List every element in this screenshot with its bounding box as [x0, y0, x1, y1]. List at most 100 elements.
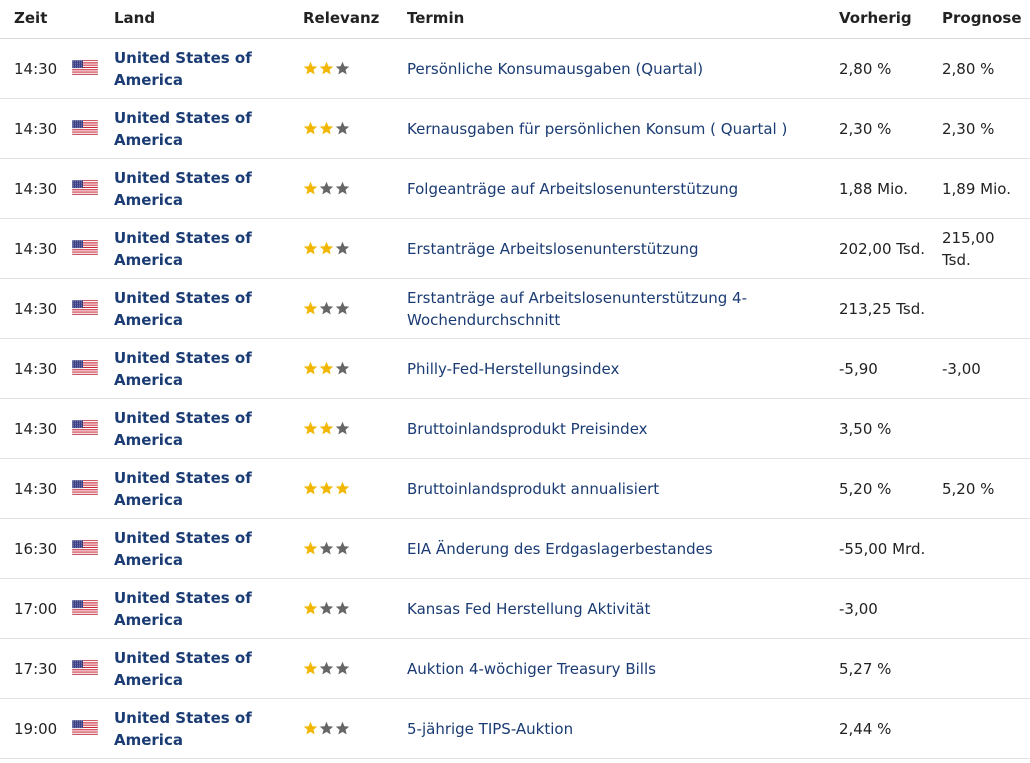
- previous-value: 202,00 Tsd.: [839, 239, 926, 258]
- event-link[interactable]: Erstanträge Arbeitslosenunterstützung: [407, 239, 699, 258]
- star-filled-icon: [319, 241, 334, 254]
- column-header-relevance[interactable]: Relevanz: [303, 9, 380, 27]
- country-link[interactable]: United States of America: [114, 168, 252, 209]
- star-filled-icon: [335, 481, 350, 494]
- event-link[interactable]: 5-jährige TIPS-Auktion: [407, 719, 574, 738]
- previous-value: -55,00 Mrd.: [839, 539, 926, 558]
- event-link[interactable]: Folgeanträge auf Arbeitslosenunterstützu…: [407, 179, 739, 198]
- star-empty-icon: [319, 601, 334, 614]
- table-row: 14:30 United States of America Erstanträge…: [0, 219, 1030, 279]
- previous-value: 1,88 Mio.: [839, 179, 908, 198]
- table-row: 17:00 United States of America Kansas Fed …: [0, 579, 1030, 639]
- relevance-rating: [303, 301, 350, 317]
- us-flag-icon: [72, 240, 98, 255]
- star-filled-icon: [319, 481, 334, 494]
- relevance-rating: [303, 541, 350, 557]
- column-header-event[interactable]: Termin: [407, 9, 465, 27]
- star-empty-icon: [335, 241, 350, 254]
- forecast-value: 2,30 %: [942, 119, 995, 138]
- event-link[interactable]: Kansas Fed Herstellung Aktivität: [407, 599, 651, 618]
- table-row: 16:30 United States of America EIA Änderun…: [0, 519, 1030, 579]
- star-filled-icon: [303, 421, 318, 434]
- country-link[interactable]: United States of America: [114, 108, 252, 149]
- event-link[interactable]: Bruttoinlandsprodukt Preisindex: [407, 419, 648, 438]
- star-empty-icon: [335, 181, 350, 194]
- event-link[interactable]: Erstanträge auf Arbeitslosenunterstützun…: [407, 288, 747, 329]
- relevance-rating: [303, 661, 350, 677]
- star-filled-icon: [303, 661, 318, 674]
- table-row: 14:30 United States of America Bruttoinlan…: [0, 459, 1030, 519]
- relevance-rating: [303, 61, 350, 77]
- table-row: 19:00 United States of America 5-jährige T…: [0, 699, 1030, 759]
- time-cell: 14:30: [14, 479, 58, 498]
- us-flag-icon: [72, 120, 98, 135]
- country-link[interactable]: United States of America: [114, 528, 252, 569]
- us-flag-icon: [72, 540, 98, 555]
- table-row: 14:30 United States of America Folgeanträg…: [0, 159, 1030, 219]
- star-empty-icon: [335, 121, 350, 134]
- relevance-rating: [303, 481, 350, 497]
- event-link[interactable]: Kernausgaben für persönlichen Konsum ( Q…: [407, 119, 788, 138]
- time-cell: 14:30: [14, 59, 58, 78]
- previous-value: 5,27 %: [839, 659, 892, 678]
- time-cell: 14:30: [14, 419, 58, 438]
- column-header-time[interactable]: Zeit: [14, 9, 48, 27]
- event-link[interactable]: Bruttoinlandsprodukt annualisiert: [407, 479, 660, 498]
- us-flag-icon: [72, 660, 98, 675]
- country-link[interactable]: United States of America: [114, 588, 252, 629]
- time-cell: 14:30: [14, 359, 58, 378]
- us-flag-icon: [72, 300, 98, 315]
- previous-value: -3,00: [839, 599, 878, 618]
- event-link[interactable]: Persönliche Konsumausgaben (Quartal): [407, 59, 704, 78]
- us-flag-icon: [72, 360, 98, 375]
- country-link[interactable]: United States of America: [114, 468, 252, 509]
- table-row: 14:30 United States of America Persönliche…: [0, 39, 1030, 99]
- country-link[interactable]: United States of America: [114, 348, 252, 389]
- star-empty-icon: [335, 721, 350, 734]
- star-filled-icon: [319, 121, 334, 134]
- us-flag-icon: [72, 60, 98, 75]
- event-link[interactable]: Auktion 4-wöchiger Treasury Bills: [407, 659, 656, 678]
- star-filled-icon: [303, 361, 318, 374]
- table-row: 17:30 United States of America Auktion 4-w…: [0, 639, 1030, 699]
- country-link[interactable]: United States of America: [114, 408, 252, 449]
- country-link[interactable]: United States of America: [114, 648, 252, 689]
- table-row: 14:30 United States of America Philly-Fed-…: [0, 339, 1030, 399]
- relevance-rating: [303, 721, 350, 737]
- relevance-rating: [303, 361, 350, 377]
- us-flag-icon: [72, 180, 98, 195]
- star-filled-icon: [303, 181, 318, 194]
- star-empty-icon: [335, 421, 350, 434]
- relevance-rating: [303, 421, 350, 437]
- star-filled-icon: [303, 601, 318, 614]
- country-link[interactable]: United States of America: [114, 708, 252, 749]
- star-filled-icon: [319, 361, 334, 374]
- us-flag-icon: [72, 420, 98, 435]
- event-link[interactable]: EIA Änderung des Erdgaslagerbestandes: [407, 539, 713, 558]
- star-empty-icon: [335, 601, 350, 614]
- time-cell: 17:00: [14, 599, 58, 618]
- star-filled-icon: [319, 61, 334, 74]
- table-row: 14:30 United States of America Erstanträge…: [0, 279, 1030, 339]
- table-row: 14:30 United States of America Kernausgabe…: [0, 99, 1030, 159]
- star-filled-icon: [303, 241, 318, 254]
- column-header-previous[interactable]: Vorherig: [839, 9, 912, 27]
- table-body: 14:30 United States of America Persönliche…: [0, 39, 1030, 759]
- star-empty-icon: [335, 661, 350, 674]
- country-link[interactable]: United States of America: [114, 288, 252, 329]
- forecast-value: 5,20 %: [942, 479, 995, 498]
- star-filled-icon: [303, 121, 318, 134]
- column-header-forecast[interactable]: Prognose: [942, 9, 1022, 27]
- event-link[interactable]: Philly-Fed-Herstellungsindex: [407, 359, 620, 378]
- forecast-value: 215,00 Tsd.: [942, 228, 995, 269]
- star-filled-icon: [303, 301, 318, 314]
- time-cell: 14:30: [14, 239, 58, 258]
- column-header-country[interactable]: Land: [114, 9, 156, 27]
- relevance-rating: [303, 241, 350, 257]
- star-empty-icon: [319, 541, 334, 554]
- country-link[interactable]: United States of America: [114, 48, 252, 89]
- country-link[interactable]: United States of America: [114, 228, 252, 269]
- forecast-value: 1,89 Mio.: [942, 179, 1011, 198]
- star-filled-icon: [303, 541, 318, 554]
- star-empty-icon: [319, 301, 334, 314]
